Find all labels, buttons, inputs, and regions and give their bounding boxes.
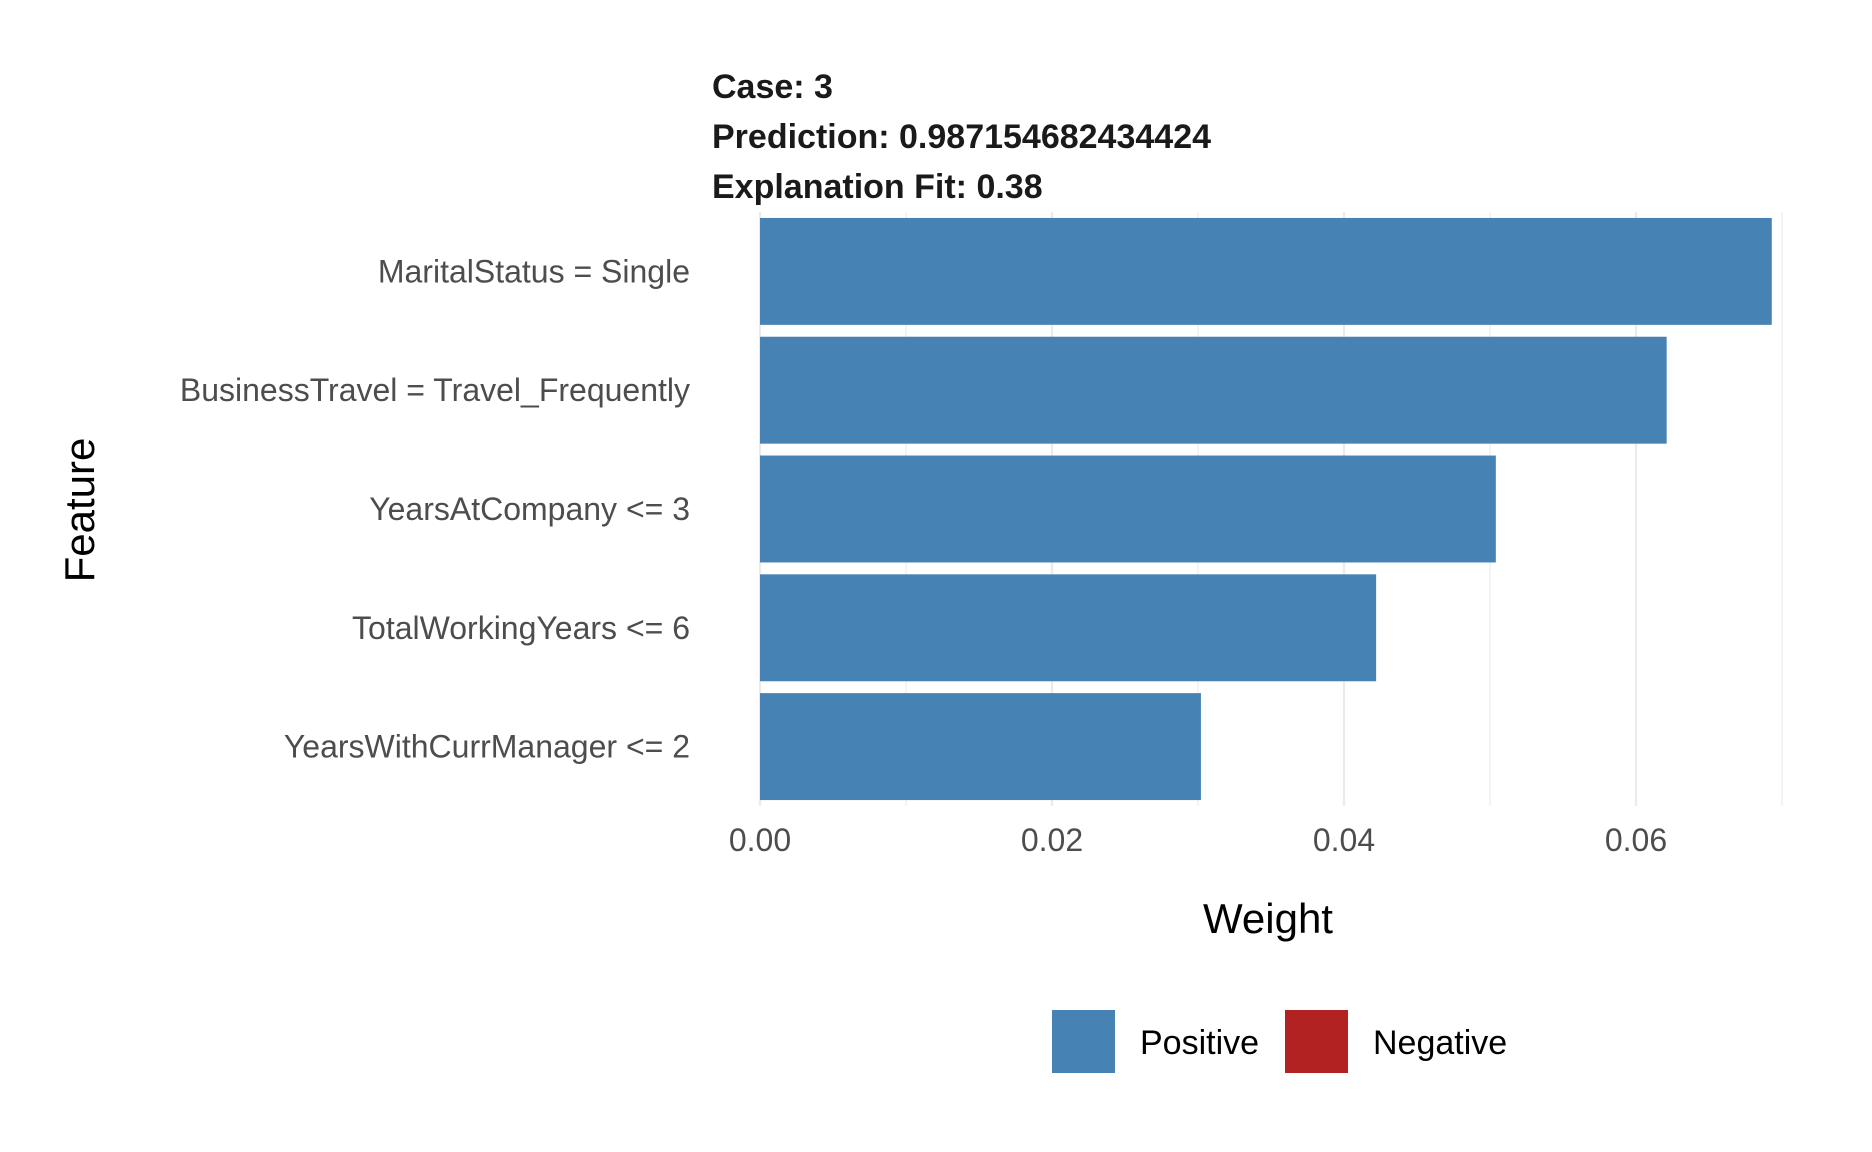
bars [760, 217, 1772, 801]
bar [760, 574, 1377, 682]
title-line-prediction: Prediction: 0.987154682434424 [712, 118, 1211, 156]
bar [760, 217, 1772, 325]
legend-key-positive [1052, 1010, 1115, 1073]
bar [760, 693, 1201, 801]
x-tick-label: 0.04 [1313, 822, 1375, 858]
legend: Positive Negative [1052, 1010, 1507, 1073]
x-axis-title: Weight [1203, 895, 1333, 942]
chart-title: Case: 3 Prediction: 0.987154682434424 Ex… [712, 68, 1211, 206]
legend-key-negative [1285, 1010, 1348, 1073]
y-tick-label: TotalWorkingYears <= 6 [352, 610, 690, 646]
y-axis-title: Feature [56, 438, 103, 583]
title-line-explanation-fit: Explanation Fit: 0.38 [712, 168, 1043, 206]
x-tick-labels: 0.00 0.02 0.04 0.06 [729, 822, 1667, 858]
x-tick-label: 0.06 [1605, 822, 1667, 858]
y-tick-label: BusinessTravel = Travel_Frequently [180, 372, 690, 408]
legend-label-positive: Positive [1140, 1024, 1259, 1062]
x-tick-label: 0.02 [1021, 822, 1083, 858]
legend-label-negative: Negative [1373, 1024, 1507, 1062]
bar [760, 455, 1496, 563]
y-tick-labels: MaritalStatus = Single BusinessTravel = T… [180, 253, 690, 764]
x-tick-label: 0.00 [729, 822, 791, 858]
y-tick-label: YearsWithCurrManager <= 2 [284, 729, 690, 765]
y-tick-label: YearsAtCompany <= 3 [369, 491, 690, 527]
title-line-case: Case: 3 [712, 68, 833, 106]
y-tick-label: MaritalStatus = Single [378, 253, 690, 289]
bar [760, 336, 1667, 444]
